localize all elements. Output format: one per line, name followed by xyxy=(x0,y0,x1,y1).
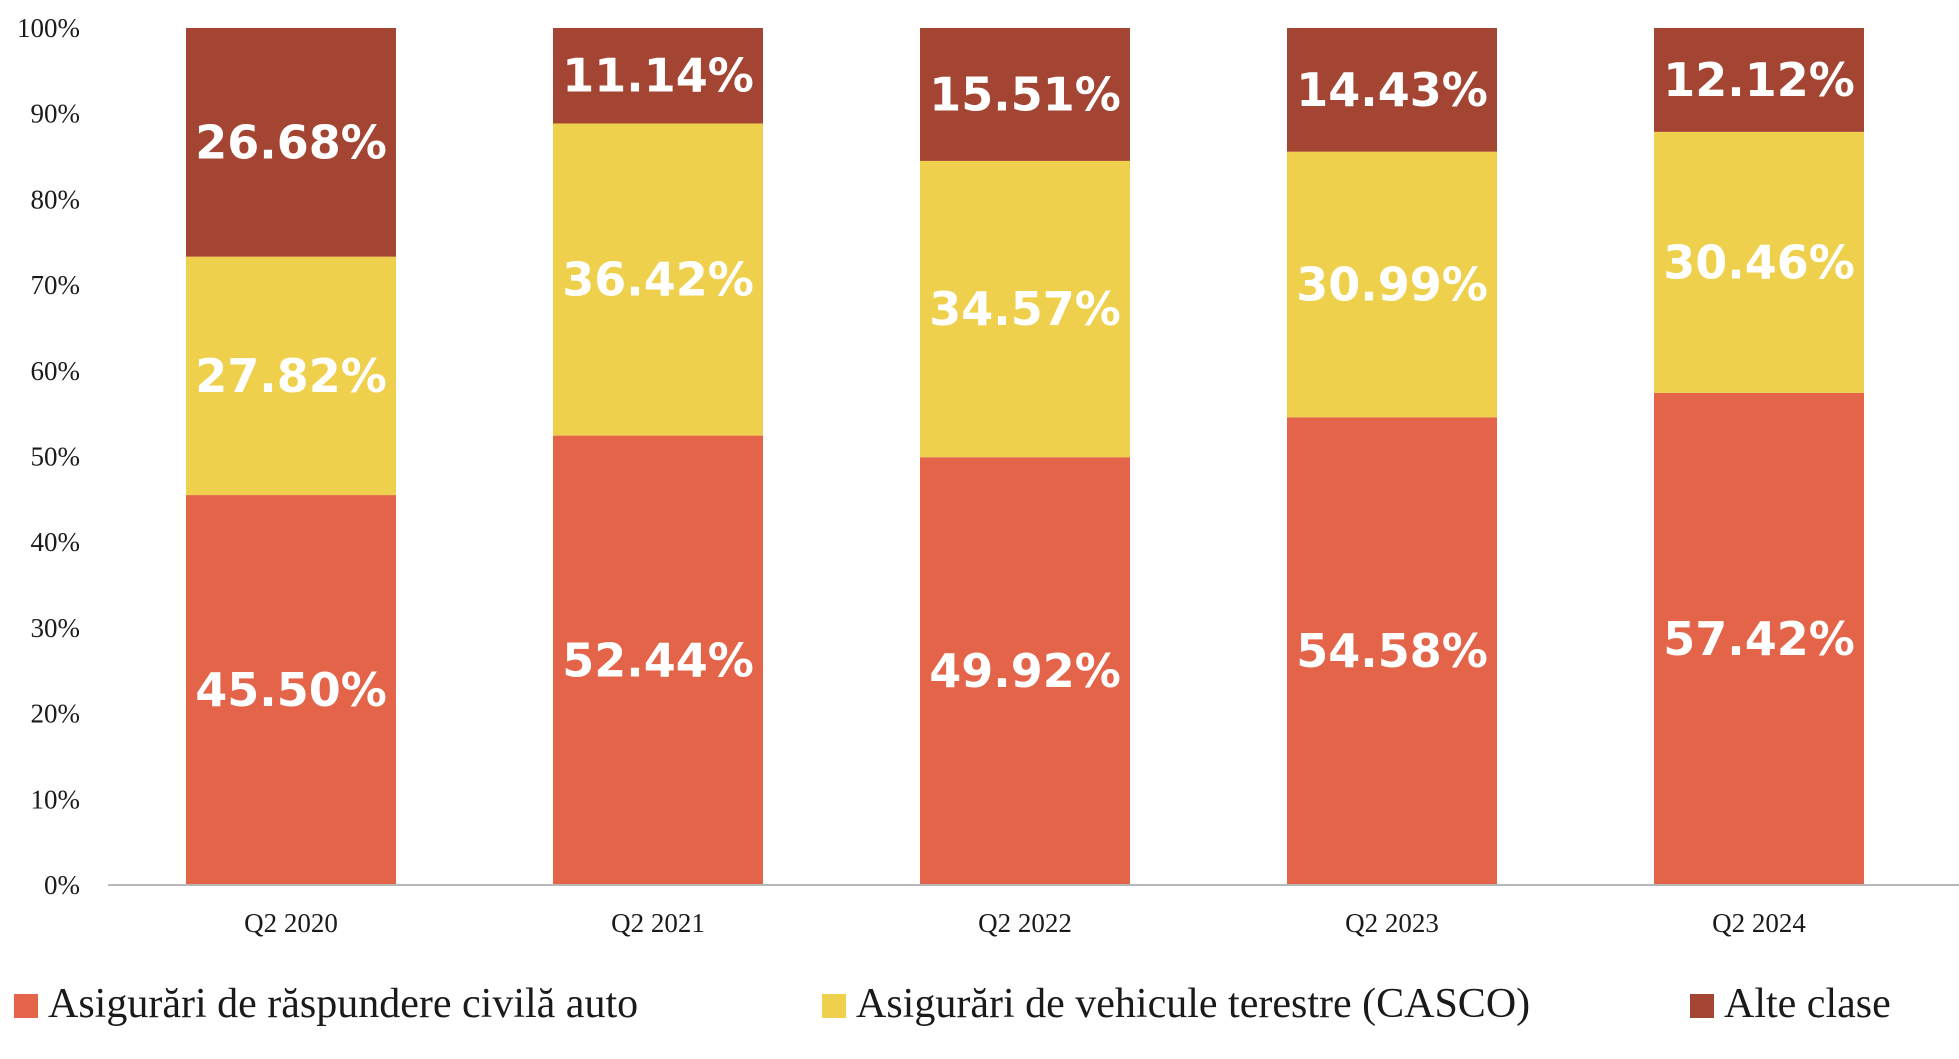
bar-segment xyxy=(1654,28,1864,132)
bar-segment xyxy=(553,435,763,885)
legend-swatch xyxy=(1690,994,1714,1018)
bar-segment xyxy=(1654,392,1864,885)
bar-segment xyxy=(1287,151,1497,418)
bar-segment xyxy=(186,256,396,496)
y-tick-label: 60% xyxy=(31,356,81,386)
bar-group: 45.50% 27.82% 26.68% xyxy=(186,28,396,885)
bar-segment xyxy=(1287,28,1497,152)
x-tick-label: Q2 2021 xyxy=(611,908,705,938)
data-label: 45.50% xyxy=(195,663,387,717)
data-label: 26.68% xyxy=(195,115,387,169)
bar-group: 54.58% 30.99% 14.43% xyxy=(1287,28,1497,885)
bar-segment xyxy=(920,28,1130,161)
bar-group: 49.92% 34.57% 15.51% xyxy=(920,28,1130,885)
x-tick-label: Q2 2024 xyxy=(1712,908,1806,938)
y-tick-label: 90% xyxy=(31,99,81,129)
legend-item: Asigurări de răspundere civilă auto xyxy=(14,981,638,1027)
y-tick-label: 50% xyxy=(31,442,81,472)
y-tick-label: 40% xyxy=(31,527,81,557)
bar-group: 57.42% 30.46% 12.12% xyxy=(1654,28,1864,885)
data-label: 49.92% xyxy=(929,644,1121,698)
x-tick-label: Q2 2022 xyxy=(978,908,1072,938)
legend-label: Asigurări de răspundere civilă auto xyxy=(48,981,638,1027)
y-tick-label: 100% xyxy=(17,13,80,43)
legend-item: Alte clase xyxy=(1690,981,1891,1027)
data-label: 34.57% xyxy=(929,282,1121,336)
data-label: 36.42% xyxy=(562,253,754,307)
x-tick-label: Q2 2020 xyxy=(244,908,338,938)
x-axis: Q2 2020 Q2 2021 Q2 2022 Q2 2023 Q2 2024 xyxy=(244,908,1806,938)
y-tick-label: 80% xyxy=(31,184,81,214)
data-label: 11.14% xyxy=(562,49,754,103)
data-label: 54.58% xyxy=(1296,624,1488,678)
legend-swatch xyxy=(14,994,38,1018)
bars: 45.50% 27.82% 26.68% 52.44% 36.42% 11.14% 49.9… xyxy=(186,28,1864,885)
x-tick-label: Q2 2023 xyxy=(1345,908,1439,938)
bar-segment xyxy=(186,28,396,257)
legend: Asigurări de răspundere civilă auto Asigu… xyxy=(14,981,1891,1027)
y-tick-label: 10% xyxy=(31,784,81,814)
data-label: 30.99% xyxy=(1296,257,1488,311)
data-label: 57.42% xyxy=(1663,612,1855,666)
legend-item: Asigurări de vehicule terestre (CASCO) xyxy=(822,981,1530,1027)
bar-group: 52.44% 36.42% 11.14% xyxy=(553,28,763,885)
bar-segment xyxy=(553,123,763,436)
bar-segment xyxy=(1287,417,1497,885)
bar-segment xyxy=(920,160,1130,458)
y-tick-label: 30% xyxy=(31,613,81,643)
y-axis: 0% 10% 20% 30% 40% 50% 60% 70% 80% 90% 100% xyxy=(17,13,80,900)
y-tick-label: 20% xyxy=(31,699,81,729)
bar-segment xyxy=(553,28,763,124)
legend-label: Alte clase xyxy=(1724,981,1891,1027)
bar-segment xyxy=(186,495,396,885)
legend-swatch xyxy=(822,994,846,1018)
legend-label: Asigurări de vehicule terestre (CASCO) xyxy=(856,981,1530,1027)
data-label: 52.44% xyxy=(562,633,754,687)
bar-segment xyxy=(1654,131,1864,393)
data-label: 15.51% xyxy=(929,67,1121,121)
data-label: 27.82% xyxy=(195,349,387,403)
data-label: 12.12% xyxy=(1663,53,1855,107)
data-label: 14.43% xyxy=(1296,63,1488,117)
y-tick-label: 70% xyxy=(31,270,81,300)
data-label: 30.46% xyxy=(1663,235,1855,289)
bar-segment xyxy=(920,457,1130,885)
y-tick-label: 0% xyxy=(44,870,80,900)
